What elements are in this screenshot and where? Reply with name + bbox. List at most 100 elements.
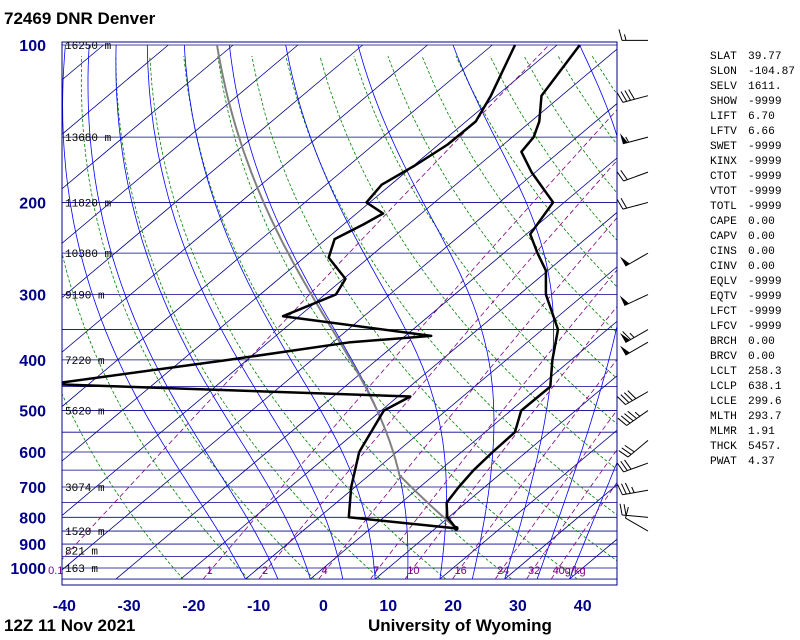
wind-barb-flag — [620, 91, 628, 102]
mixing-ratio-label: 24 — [497, 565, 509, 577]
height-label: 13680 m — [65, 133, 112, 145]
pressure-tick-label: 600 — [19, 445, 46, 462]
wind-barb-flag — [617, 396, 626, 405]
index-value: 0.00 — [748, 351, 775, 363]
dry-adiabat-line — [62, 251, 249, 580]
index-value: 1.91 — [748, 426, 775, 438]
wind-barb-half-flag — [631, 486, 635, 493]
temperature-tick-label: -10 — [247, 598, 270, 615]
sounding-profiles — [62, 44, 581, 531]
index-key: PWAT — [710, 456, 737, 468]
height-label: 7220 m — [65, 356, 105, 368]
wind-barb-flag — [618, 450, 629, 458]
mixing-ratio-label: 10 — [407, 565, 419, 577]
data-source: University of Wyoming — [368, 616, 552, 635]
index-key: LCLE — [710, 396, 737, 408]
wind-barb-flag — [624, 506, 629, 519]
index-key: VTOT — [710, 186, 737, 198]
height-label: 821 m — [65, 546, 98, 558]
height-label: 16250 m — [65, 41, 112, 53]
index-value: -9999 — [748, 291, 782, 303]
mixing-ratio-label: 0.1 — [48, 565, 63, 577]
wind-barb — [619, 503, 649, 518]
moist-adiabat-line — [183, 44, 376, 580]
dry-adiabat-line — [149, 56, 447, 580]
dry-adiabat-line — [319, 55, 617, 470]
height-label: 11820 m — [65, 198, 112, 210]
index-row: LCLP 638.1 — [710, 380, 795, 395]
index-value: 6.70 — [748, 111, 775, 123]
index-row: LFCV -9999 — [710, 320, 795, 335]
index-row: CTOT -9999 — [710, 170, 795, 185]
wind-barb-staff — [625, 517, 649, 532]
pressure-tick-label: 200 — [19, 195, 46, 212]
observation-time: 12Z 11 Nov 2021 — [4, 616, 136, 635]
pressure-tick-label: 500 — [19, 404, 46, 421]
wind-barb-flag — [620, 394, 630, 403]
isotherm-line — [62, 44, 363, 299]
index-value: 0.00 — [748, 231, 775, 243]
index-row: CINS 0.00 — [710, 245, 795, 260]
mixing-ratio-line — [404, 305, 617, 580]
dry-adiabat-line — [285, 56, 617, 516]
index-row: EQLV -9999 — [710, 275, 795, 290]
index-row: LFCT -9999 — [710, 305, 795, 320]
index-key: LFCT — [710, 306, 737, 318]
index-key: LFCV — [710, 321, 737, 333]
mixing-ratio-label: 1 — [207, 565, 213, 577]
isotherm-line — [62, 44, 104, 81]
index-row: LIFT 6.70 — [710, 110, 795, 125]
height-label: 3074 m — [65, 483, 105, 495]
moist-adiabat-line — [357, 44, 495, 580]
wind-barb — [619, 341, 649, 356]
temperature-tick-label: -40 — [53, 598, 76, 615]
index-row: SLON -104.87 — [710, 65, 795, 80]
pressure-tick-label: 400 — [19, 353, 46, 370]
wind-barb-flag — [628, 89, 635, 100]
index-key: SWET — [710, 141, 737, 153]
index-row: SHOW -9999 — [710, 95, 795, 110]
wind-barb-flag — [616, 462, 624, 473]
wind-barb-flag — [624, 459, 632, 470]
wind-barb — [616, 170, 649, 182]
index-value: 4.37 — [748, 456, 775, 468]
index-row: EQTV -9999 — [710, 290, 795, 305]
height-label: 163 m — [65, 564, 98, 576]
isotherm-line — [0, 45, 39, 579]
mixing-ratio-label: 2 — [262, 565, 268, 577]
chart-title: 72469 DNR Denver — [4, 9, 156, 28]
index-value: 0.00 — [748, 336, 775, 348]
moist-adiabat-line — [569, 461, 617, 580]
wind-barb-flag — [620, 198, 628, 209]
isotherm-line — [504, 484, 617, 580]
index-row: CAPE 0.00 — [710, 215, 795, 230]
index-value: -9999 — [748, 141, 782, 153]
index-row: SELV 1611. — [710, 80, 795, 95]
index-row: SLAT 39.77 — [710, 50, 795, 65]
index-value: -9999 — [748, 96, 782, 108]
mixing-ratio-label: 16 — [455, 565, 467, 577]
wind-barb-flag — [619, 503, 623, 516]
wind-barb — [619, 329, 649, 343]
isotherm-line — [62, 44, 558, 462]
wind-barbs — [616, 29, 649, 532]
index-row: TOTL -9999 — [710, 200, 795, 215]
index-value: 299.6 — [748, 396, 782, 408]
wind-barb-half-flag — [625, 136, 630, 143]
wind-barb-flag — [623, 392, 633, 401]
index-value: -9999 — [748, 186, 782, 198]
moist-adiabat-line — [536, 44, 617, 580]
temperature-tick-label: 10 — [379, 598, 397, 615]
parcel-path-line — [216, 44, 457, 530]
dry-adiabat-line — [455, 55, 617, 288]
stability-indices-table: SLAT 39.77 SLON -104.87 SELV 1611. SHOW -9999 LI… — [710, 50, 795, 470]
wind-barb-flag — [620, 415, 631, 424]
height-label: 5620 m — [65, 407, 105, 419]
index-value: -9999 — [748, 156, 782, 168]
index-row: MLMR 1.91 — [710, 425, 795, 440]
wind-barb-staff — [622, 201, 649, 210]
mixing-ratio-label: 40g/kg — [553, 565, 586, 577]
wind-barb-pennant — [619, 345, 630, 356]
wind-barb-flag — [620, 460, 628, 471]
isotherm-line — [115, 157, 617, 580]
